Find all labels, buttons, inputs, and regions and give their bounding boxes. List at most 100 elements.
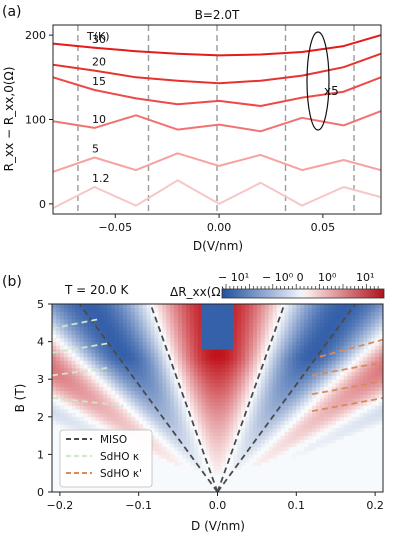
heatmap-cell bbox=[209, 352, 214, 358]
heatmap-cell bbox=[367, 398, 372, 403]
heatmap-cell bbox=[126, 345, 132, 350]
heatmap-cell bbox=[59, 409, 65, 414]
heatmap-cell bbox=[351, 356, 356, 361]
heatmap-cell bbox=[233, 345, 238, 350]
heatmap-cell bbox=[209, 401, 214, 406]
heatmap-cell bbox=[347, 424, 352, 429]
heatmap-cell bbox=[308, 428, 313, 433]
heatmap-cell bbox=[111, 405, 116, 410]
heatmap-cell bbox=[185, 382, 191, 388]
heatmap-cell bbox=[276, 409, 281, 414]
heatmap-cell bbox=[197, 394, 203, 399]
heatmap-cell bbox=[268, 409, 274, 414]
heatmap-cell bbox=[327, 326, 333, 331]
heatmap-cell bbox=[268, 390, 274, 395]
heatmap-cell bbox=[355, 307, 360, 312]
heatmap-cell bbox=[304, 341, 309, 346]
heatmap-cell bbox=[327, 330, 333, 335]
heatmap-cell bbox=[371, 330, 376, 335]
heatmap-cell bbox=[182, 330, 187, 335]
heatmap-cell bbox=[319, 435, 325, 440]
heatmap-cell bbox=[83, 337, 88, 342]
heatmap-cell bbox=[170, 337, 175, 342]
heatmap-cell bbox=[375, 341, 380, 346]
heatmap-cell bbox=[166, 307, 171, 312]
heatmap-cell bbox=[118, 390, 124, 395]
heatmap-cell bbox=[111, 375, 116, 380]
heatmap-cell bbox=[331, 439, 337, 444]
heatmap-cell bbox=[126, 386, 132, 391]
heatmap-cell bbox=[363, 341, 368, 346]
heatmap-cell bbox=[166, 416, 171, 421]
heatmap-cell bbox=[237, 386, 242, 391]
heatmap-cell bbox=[292, 413, 297, 418]
heatmap-cell bbox=[201, 469, 207, 474]
heatmap-cell bbox=[63, 326, 69, 331]
heatmap-cell bbox=[284, 334, 289, 339]
heatmap-cell bbox=[59, 322, 65, 327]
heatmap-cell bbox=[150, 315, 155, 320]
heatmap-cell bbox=[331, 334, 337, 339]
heatmap-cell bbox=[292, 401, 297, 406]
heatmap-cell bbox=[142, 394, 147, 399]
heatmap-cell bbox=[233, 401, 238, 406]
heatmap-cell bbox=[150, 409, 155, 414]
heatmap-cell bbox=[142, 337, 147, 342]
heatmap-cell bbox=[201, 322, 207, 327]
heatmap-cell bbox=[170, 315, 175, 320]
heatmap-cell bbox=[178, 367, 183, 373]
heatmap-cell bbox=[95, 379, 100, 384]
heatmap-cell bbox=[201, 416, 207, 421]
heatmap-cell bbox=[245, 326, 250, 331]
heatmap-cell bbox=[359, 394, 364, 399]
heatmap-cell bbox=[146, 326, 151, 331]
heatmap-cell bbox=[379, 311, 383, 316]
heatmap-cell bbox=[355, 405, 360, 410]
heatmap-cell bbox=[158, 428, 163, 433]
heatmap-cell bbox=[185, 330, 191, 335]
heatmap-cell bbox=[363, 401, 368, 406]
heatmap-cell bbox=[371, 371, 376, 376]
series-line-1p2K bbox=[53, 179, 381, 209]
heatmap-cell bbox=[146, 398, 151, 403]
heatmap-cell bbox=[83, 409, 88, 414]
heatmap-cell bbox=[296, 382, 301, 388]
heatmap-cell bbox=[268, 352, 274, 358]
heatmap-cell bbox=[95, 311, 100, 316]
heatmap-cell bbox=[359, 326, 364, 331]
heatmap-cell bbox=[221, 461, 226, 467]
heatmap-cell bbox=[158, 364, 163, 369]
heatmap-cell bbox=[103, 349, 108, 354]
heatmap-cell bbox=[158, 360, 163, 365]
heatmap-cell bbox=[300, 394, 305, 399]
heatmap-cell bbox=[280, 311, 285, 316]
heatmap-cell bbox=[213, 326, 218, 331]
heatmap-cell bbox=[103, 416, 108, 421]
heatmap-cell bbox=[213, 435, 218, 440]
heatmap-cell bbox=[245, 375, 250, 380]
heatmap-cell bbox=[217, 398, 222, 403]
heatmap-cell bbox=[126, 322, 132, 327]
heatmap-cell bbox=[335, 367, 341, 373]
heatmap-cell bbox=[300, 428, 305, 433]
heatmap-cell bbox=[162, 413, 167, 418]
heatmap-cell bbox=[166, 390, 171, 395]
heatmap-cell bbox=[292, 443, 297, 448]
heatmap-cell bbox=[122, 420, 128, 425]
heatmap-cell bbox=[225, 349, 230, 354]
heatmap-cell bbox=[308, 360, 313, 365]
heatmap-cell bbox=[327, 322, 333, 327]
heatmap-cell bbox=[150, 337, 155, 342]
heatmap-cell bbox=[83, 420, 88, 425]
heatmap-cell bbox=[379, 307, 383, 312]
heatmap-cell bbox=[264, 341, 270, 346]
heatmap-cell bbox=[319, 311, 325, 316]
heatmap-cell bbox=[252, 398, 258, 403]
heatmap-cell bbox=[170, 375, 175, 380]
heatmap-cell bbox=[221, 311, 226, 316]
heatmap-cell bbox=[347, 345, 352, 350]
heatmap-cell bbox=[359, 356, 364, 361]
heatmap-cell bbox=[296, 375, 301, 380]
